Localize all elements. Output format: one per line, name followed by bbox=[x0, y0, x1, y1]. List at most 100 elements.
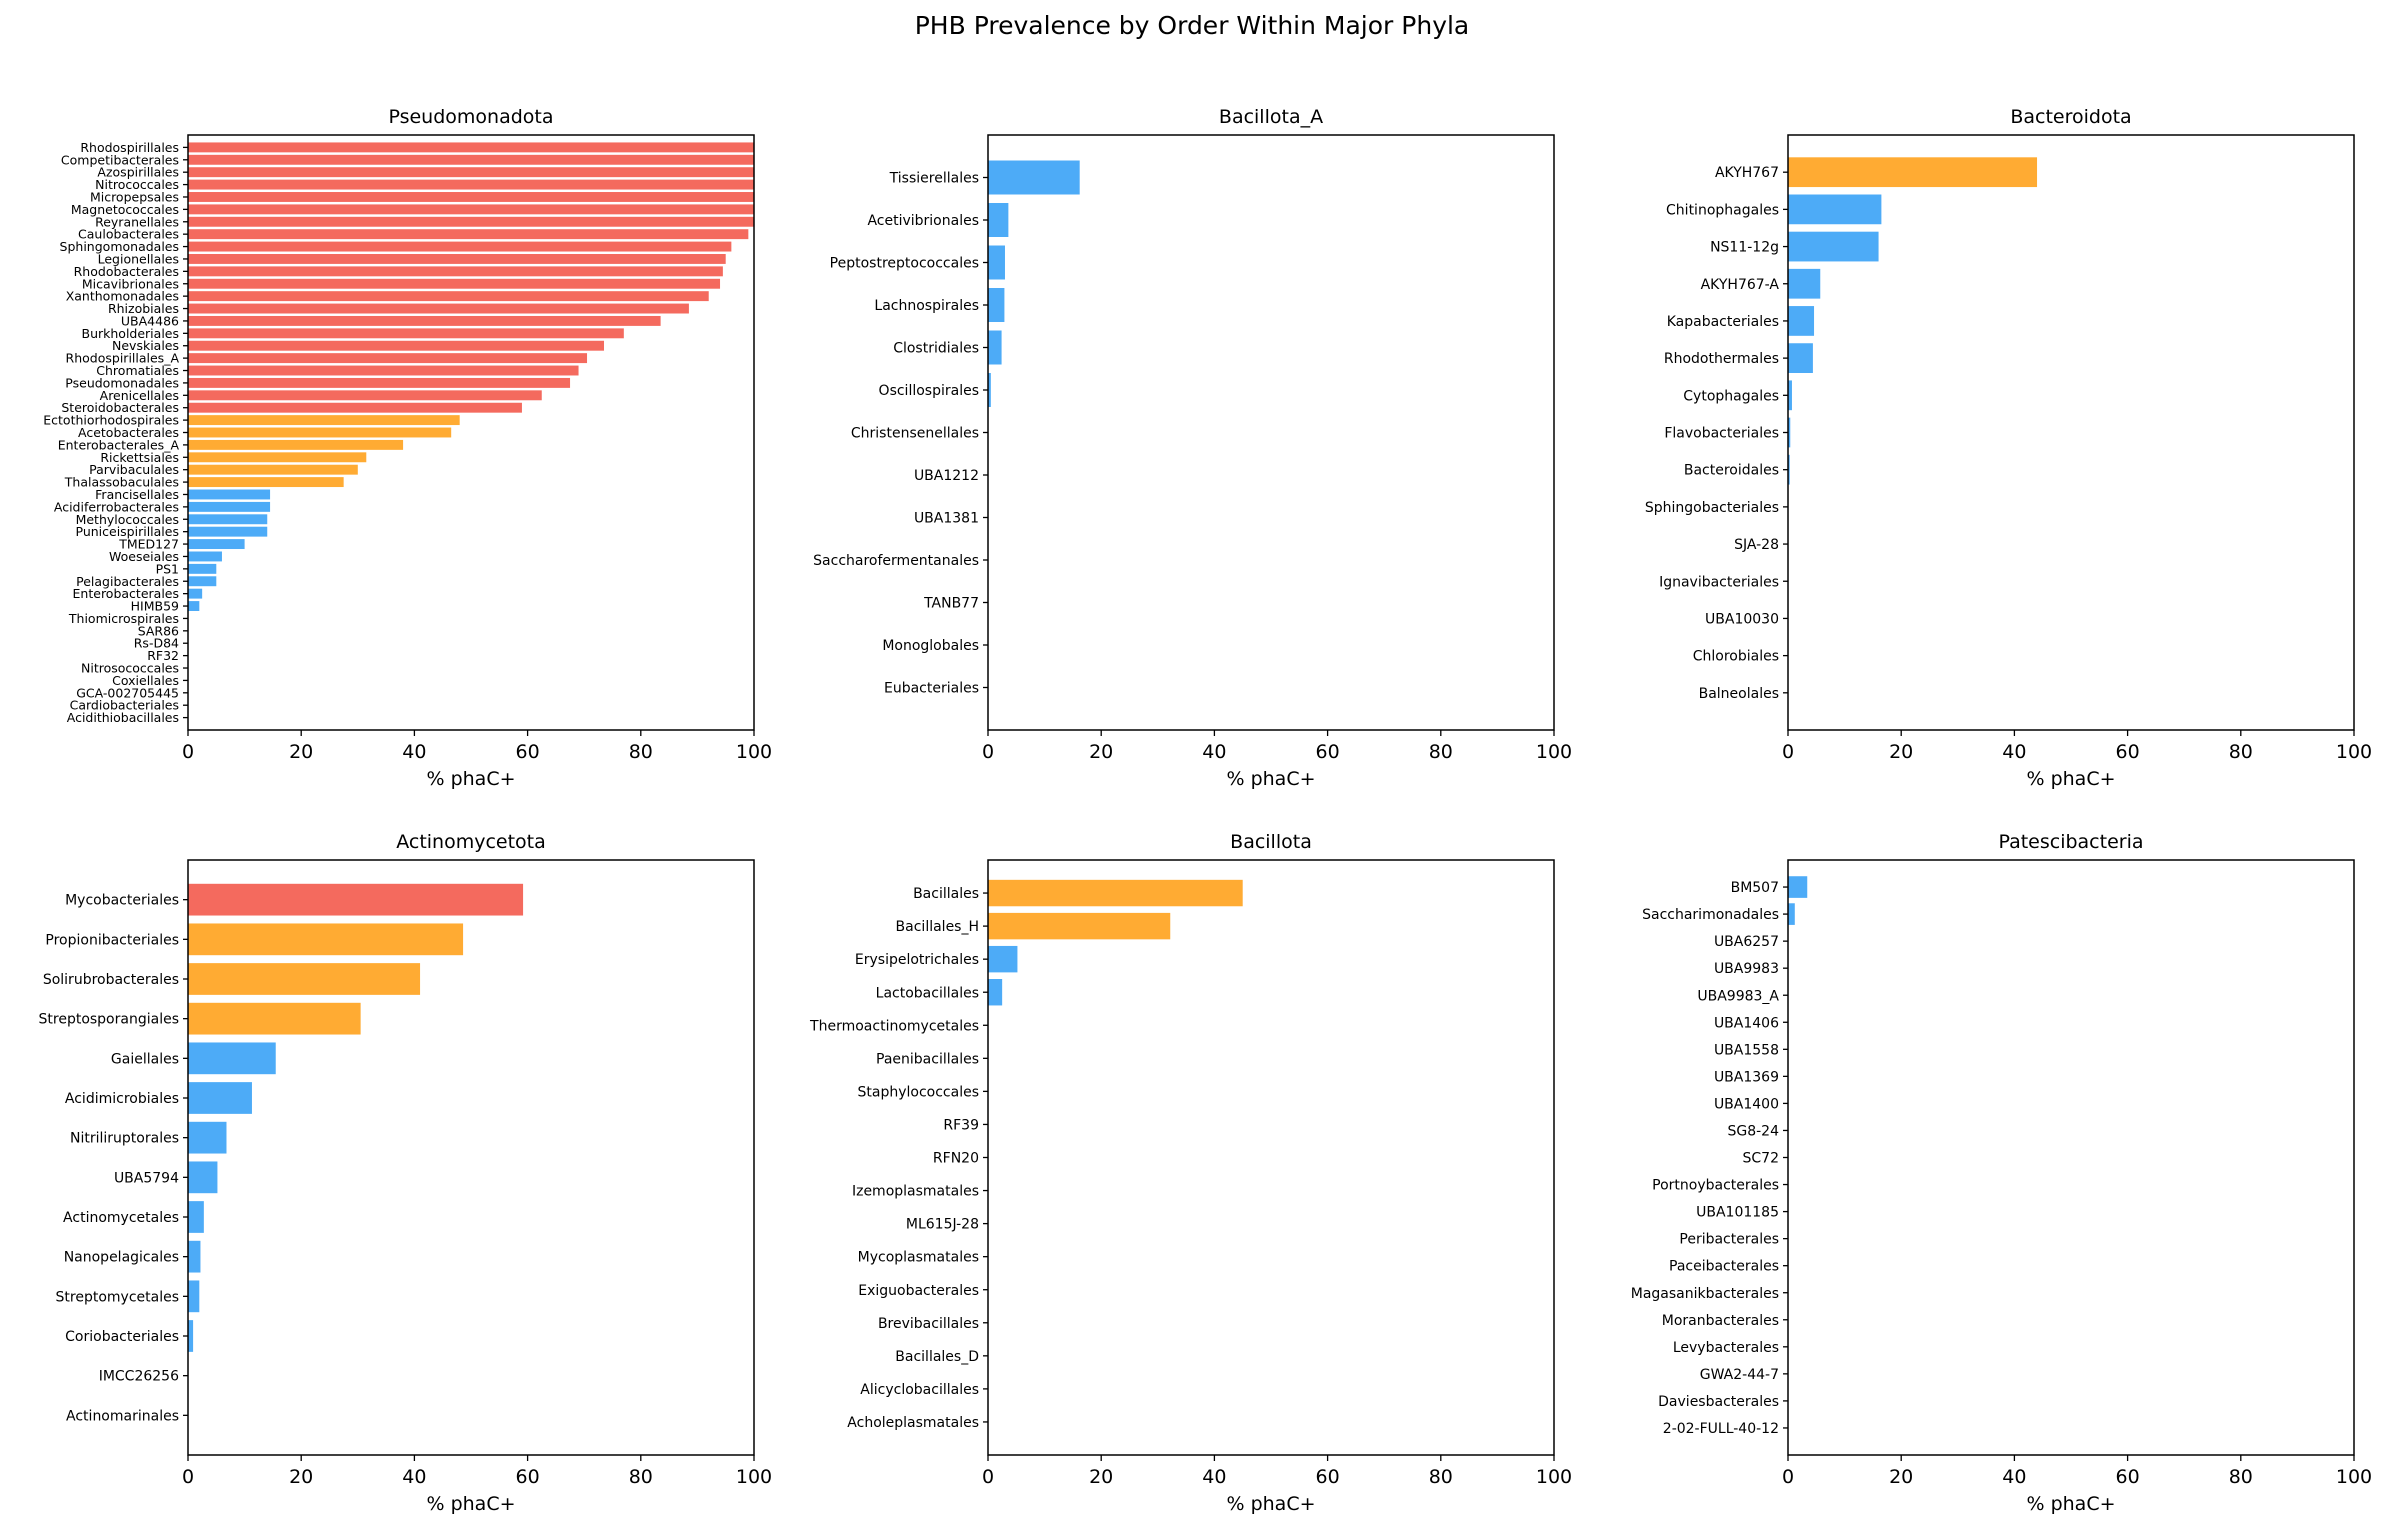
y-tick-label: Ectothiorhodospirales bbox=[43, 413, 179, 428]
y-tick-label: Saccharimonadales bbox=[1642, 907, 1779, 923]
bar bbox=[188, 241, 732, 252]
bar bbox=[188, 390, 542, 401]
bar bbox=[188, 254, 726, 264]
y-tick-label: Acetobacterales bbox=[78, 425, 179, 440]
plot-frame bbox=[187, 859, 755, 1456]
y-tick-label: Acholeplasmatales bbox=[847, 1415, 979, 1431]
x-tick-label: 100 bbox=[2336, 741, 2372, 763]
x-tick-label: 20 bbox=[289, 1466, 313, 1488]
y-tick-label: Bacillales_D bbox=[895, 1349, 979, 1365]
y-tick-label: GWA2-44-7 bbox=[1700, 1367, 1779, 1383]
x-tick-label: 60 bbox=[516, 741, 540, 763]
x-tick-label: 80 bbox=[1429, 741, 1453, 763]
plot-frame bbox=[987, 859, 1555, 1456]
y-tick-label: IMCC26256 bbox=[99, 1369, 179, 1385]
y-tick-label: Thermoactinomycetales bbox=[809, 1018, 979, 1034]
y-tick-label: Peptostreptococcales bbox=[830, 256, 979, 272]
y-tick-label: Burkholderiales bbox=[82, 326, 180, 341]
bar bbox=[188, 452, 367, 463]
bar bbox=[988, 245, 1005, 280]
bar bbox=[988, 330, 1002, 365]
y-tick-label: Flavobacteriales bbox=[1664, 426, 1779, 442]
panel-title: Bacillota bbox=[1230, 831, 1312, 853]
y-tick-label: PS1 bbox=[156, 561, 179, 576]
bar bbox=[188, 291, 709, 302]
x-tick-label: 40 bbox=[402, 1466, 426, 1488]
y-tick-label: Monoglobales bbox=[882, 638, 979, 654]
y-tick-label: Rickettsiales bbox=[100, 450, 179, 465]
y-tick-label: UBA10030 bbox=[1705, 611, 1779, 627]
y-tick-label: Woeseiales bbox=[109, 549, 179, 564]
bar bbox=[988, 979, 1003, 1006]
bar bbox=[988, 203, 1009, 237]
y-tick-label: Micropepsales bbox=[90, 189, 179, 204]
bar bbox=[188, 1042, 276, 1075]
y-tick-label: AKYH767 bbox=[1715, 165, 1779, 181]
y-tick-label: Pelagibacterales bbox=[76, 574, 179, 589]
y-tick-label: Acetivibrionales bbox=[867, 213, 979, 229]
y-tick-label: UBA4486 bbox=[121, 313, 179, 328]
y-tick-label: Kapabacteriales bbox=[1667, 314, 1779, 330]
bar bbox=[188, 514, 268, 525]
y-tick-label: Streptosporangiales bbox=[39, 1012, 180, 1028]
x-axis-label: % phaC+ bbox=[2026, 1493, 2115, 1515]
x-tick-label: 60 bbox=[1316, 1466, 1340, 1488]
y-tick-label: RF32 bbox=[147, 648, 179, 663]
x-tick-label: 40 bbox=[1202, 741, 1226, 763]
y-tick-label: Rhodospirillales_A bbox=[66, 351, 180, 366]
bar bbox=[1788, 417, 1791, 448]
y-tick-label: Balneolales bbox=[1699, 686, 1779, 702]
y-tick-label: Christensenellales bbox=[851, 426, 979, 442]
bar bbox=[188, 601, 200, 611]
x-tick-label: 80 bbox=[629, 741, 653, 763]
y-tick-label: RFN20 bbox=[933, 1151, 979, 1167]
x-tick-label: 0 bbox=[1782, 741, 1794, 763]
y-tick-label: Pseudomonadales bbox=[65, 375, 179, 390]
bar bbox=[188, 340, 605, 351]
y-tick-label: UBA1406 bbox=[1714, 1015, 1779, 1031]
y-tick-label: ML615J-28 bbox=[906, 1217, 979, 1233]
x-tick-label: 100 bbox=[1536, 741, 1572, 763]
bar bbox=[188, 526, 268, 537]
bar bbox=[188, 1121, 227, 1154]
y-tick-label: Arenicellales bbox=[100, 388, 179, 403]
y-tick-label: Bacteroidales bbox=[1684, 463, 1779, 479]
y-tick-label: Rs-D84 bbox=[134, 636, 179, 651]
y-tick-label: Actinomarinales bbox=[66, 1408, 179, 1424]
y-tick-label: Actinomycetales bbox=[63, 1210, 179, 1226]
y-tick-label: SC72 bbox=[1743, 1151, 1779, 1167]
y-tick-label: Daviesbacterales bbox=[1658, 1394, 1779, 1410]
y-tick-label: Sphingobacteriales bbox=[1645, 500, 1779, 516]
bar bbox=[188, 1240, 201, 1273]
bar bbox=[1788, 268, 1821, 299]
y-tick-label: Lachnospirales bbox=[874, 298, 979, 314]
y-tick-label: Parvibaculales bbox=[89, 462, 179, 477]
bar bbox=[188, 328, 624, 339]
y-tick-label: Reyranellales bbox=[95, 214, 179, 229]
y-tick-label: Puniceispirillales bbox=[76, 524, 180, 539]
bar bbox=[188, 464, 358, 475]
y-tick-label: Bacillales bbox=[913, 886, 979, 902]
y-tick-label: Rhodothermales bbox=[1664, 351, 1779, 367]
bar bbox=[988, 373, 991, 407]
panel-bacillota-a: Tissierellales Acetivibrionales Peptostrep… bbox=[813, 106, 1572, 790]
y-tick-label: Oscillospirales bbox=[879, 383, 979, 399]
y-tick-label: Methylococcales bbox=[76, 512, 179, 527]
y-tick-label: UBA1369 bbox=[1714, 1069, 1779, 1085]
bar bbox=[188, 192, 754, 202]
y-tick-label: Acidithiobacillales bbox=[67, 710, 179, 725]
y-tick-label: Legionellales bbox=[98, 251, 179, 266]
bar bbox=[188, 923, 464, 956]
bar bbox=[188, 415, 460, 426]
x-axis-label: % phaC+ bbox=[426, 1493, 515, 1515]
y-tick-label: Levybacterales bbox=[1673, 1340, 1779, 1356]
bar bbox=[188, 1201, 204, 1233]
x-tick-label: 40 bbox=[2002, 1466, 2026, 1488]
y-tick-label: Magnetococcales bbox=[71, 202, 179, 217]
y-tick-label: UBA9983 bbox=[1714, 961, 1779, 977]
bar bbox=[188, 1161, 218, 1194]
x-tick-label: 40 bbox=[2002, 741, 2026, 763]
x-tick-label: 100 bbox=[736, 741, 772, 763]
x-tick-label: 0 bbox=[182, 1466, 194, 1488]
